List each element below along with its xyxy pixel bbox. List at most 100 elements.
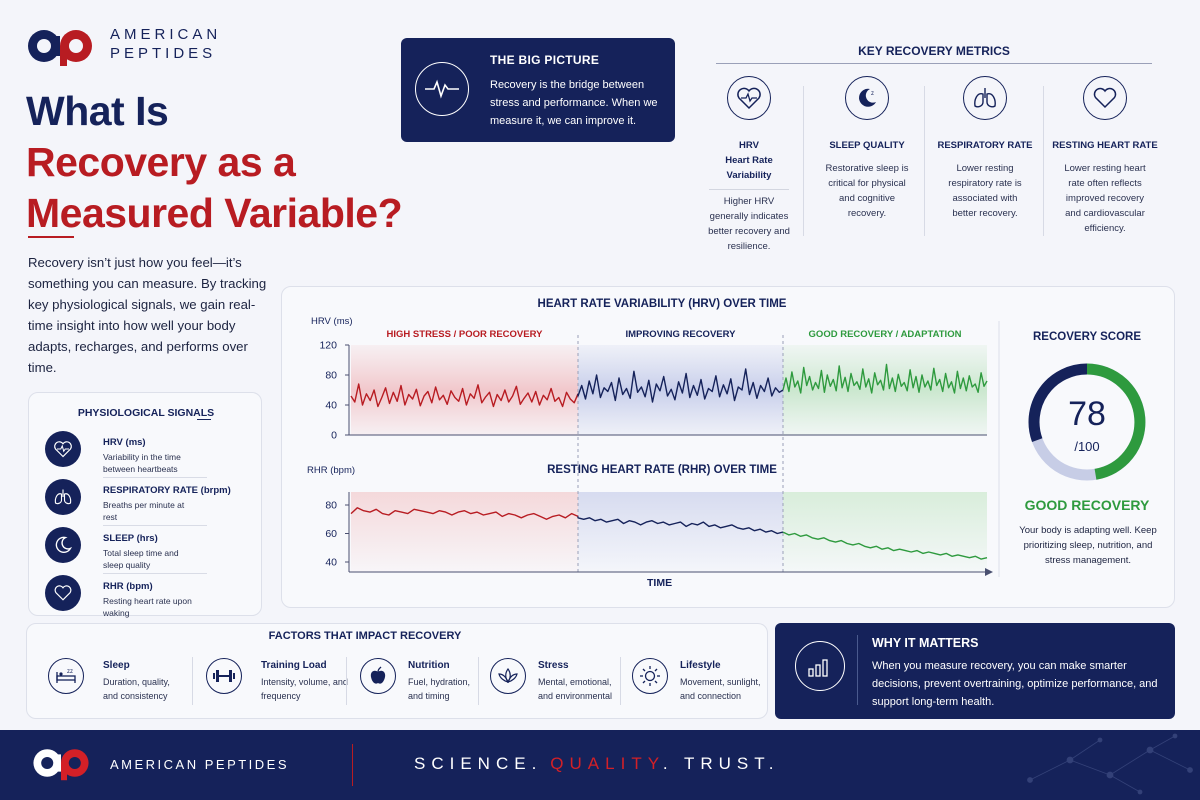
hrv-series-line: [350, 383, 579, 408]
signal-sleep-title: SLEEP (hrs): [103, 533, 158, 544]
factor-nutrition-desc: Fuel, hydration, and timing: [408, 677, 471, 701]
factor-lifestyle-title: Lifestyle: [680, 660, 721, 671]
brand-name-line2: PEPTIDES: [110, 45, 217, 62]
why-text: When you measure recovery, you can make …: [872, 660, 1158, 708]
signal-hrv-title: HRV (ms): [103, 437, 146, 448]
metric-rhr: RESTING HEART RATE Lower resting heart r…: [1046, 76, 1164, 236]
factor-nutrition: Nutrition Fuel, hydration, and timing: [360, 656, 480, 708]
rhr-ytick-label: 80: [325, 500, 337, 512]
rhr-series-line: [577, 516, 784, 535]
rhr-series-line: [782, 531, 988, 560]
heart-icon: [45, 575, 81, 611]
hrv-phase-improving: IMPROVING RECOVERY: [625, 329, 736, 340]
lungs-icon: [45, 479, 81, 515]
factor-lifestyle-desc: Movement, sunlight, and connection: [680, 677, 761, 701]
score-max: /100: [1074, 439, 1100, 454]
brand-logo: [24, 24, 96, 68]
moon-icon: [45, 527, 81, 563]
hrv-series-line: [577, 368, 784, 403]
signal-rhr: RHR (bpm) Resting heart rate upon waking: [45, 575, 255, 618]
hrv-phase-good: GOOD RECOVERY / ADAPTATION: [808, 329, 962, 340]
bed-icon: zz: [48, 658, 84, 694]
signal-respiratory: RESPIRATORY RATE (brpm) Breaths per minu…: [45, 479, 255, 523]
charts-svg: 0 40 80 120 40 60 80: [319, 321, 1146, 577]
metric-sleep-title: SLEEP QUALITY: [829, 140, 905, 151]
hrv-band-good: [783, 345, 987, 435]
factors-title: FACTORS THAT IMPACT RECOVERY: [268, 630, 462, 642]
signal-respiratory-title: RESPIRATORY RATE (brpm): [103, 485, 231, 496]
rhr-ytick-label: 40: [325, 557, 337, 569]
tagline-science: SCIENCE.: [414, 754, 543, 773]
time-xlabel: TIME: [647, 577, 673, 589]
footer-brand: AMERICAN PEPTIDES: [110, 757, 290, 772]
factor-stress-desc: Mental, emotional, and environmental: [538, 677, 613, 701]
factor-training-title: Training Load: [261, 660, 327, 671]
heartbeat-icon: [415, 62, 469, 116]
why-card: WHY IT MATTERS When you measure recovery…: [775, 623, 1175, 719]
heart-icon: [1083, 76, 1127, 120]
factor-sleep-desc: Duration, quality, and consistency: [103, 677, 170, 701]
rhr-ylabel: RHR (bpm): [307, 465, 356, 476]
metric-rhr-title: RESTING HEART RATE: [1052, 140, 1158, 151]
metric-hrv-title: HRV: [739, 140, 759, 151]
factor-training: Training Load Intensity, volume, and fre…: [206, 656, 348, 708]
metric-hrv: HRV Heart Rate Variability Higher HRV ge…: [690, 76, 808, 254]
score-status: GOOD RECOVERY: [1024, 497, 1150, 513]
hrv-phase-poor: HIGH STRESS / POOR RECOVERY: [386, 329, 543, 340]
hrv-series-line: [782, 363, 988, 394]
title-line3: Measured Variable?: [26, 190, 403, 236]
rhr-band-improving: [578, 492, 783, 572]
big-picture-text: Recovery is the bridge between stress an…: [490, 79, 658, 127]
factor-lifestyle: Lifestyle Movement, sunlight, and connec…: [632, 656, 762, 708]
score-value: 78: [1068, 395, 1106, 433]
footer-logo: [30, 743, 92, 783]
tagline-trust: . TRUST.: [662, 754, 780, 773]
rhr-band-good: [783, 492, 987, 572]
footer-network-graphic: [1027, 733, 1193, 795]
hrv-ylabel: HRV (ms): [311, 316, 353, 327]
chart-card: 0 40 80 120 40 60 80 HEART RATE VARIABILITY (…: [281, 286, 1175, 608]
heart-pulse-icon: [727, 76, 771, 120]
svg-text:z: z: [871, 91, 874, 97]
brand-name: AMERICAN PEPTIDES: [110, 25, 221, 63]
score-title: RECOVERY SCORE: [1033, 331, 1141, 343]
title-line1: What Is: [26, 88, 169, 134]
signal-hrv: HRV (ms) Variability in the time between…: [45, 431, 255, 475]
footer: AMERICAN PEPTIDES SCIENCE. QUALITY. TRUST…: [0, 730, 1200, 800]
signal-hrv-desc: Variability in the time between heartbea…: [103, 452, 181, 474]
metric-sleep: z SLEEP QUALITY Restorative sleep is cri…: [808, 76, 926, 221]
brand-name-line1: AMERICAN: [110, 26, 222, 43]
bar-chart-icon: [795, 641, 845, 691]
footer-tagline: SCIENCE. QUALITY. TRUST.: [414, 754, 780, 774]
rhr-ytick-label: 60: [325, 528, 337, 540]
heart-pulse-icon: [45, 431, 81, 467]
metric-respiratory-desc: Lower resting respiratory rate is associ…: [948, 163, 1022, 219]
score-gauge-green: [1086, 363, 1146, 480]
intro-text: Recovery isn’t just how you feel—it’s so…: [28, 255, 267, 375]
signal-rhr-title: RHR (bpm): [103, 581, 153, 592]
title-line2: Recovery as a: [26, 139, 296, 185]
title-underline: [28, 236, 74, 238]
metric-sleep-desc: Restorative sleep is critical for physic…: [825, 163, 909, 219]
score-gauge-navy: [1028, 363, 1088, 442]
rhr-chart-title: RESTING HEART RATE (RHR) OVER TIME: [547, 464, 777, 476]
moon-icon: z: [845, 76, 889, 120]
big-picture-title: THE BIG PICTURE: [490, 53, 600, 67]
factor-stress-title: Stress: [538, 660, 569, 671]
rhr-band-poor: [351, 492, 578, 572]
rhr-series-line: [350, 507, 579, 521]
big-picture-card: THE BIG PICTURE Recovery is the bridge b…: [401, 38, 675, 142]
signals-card: PHYSIOLOGICAL SIGNALS HRV (ms) Variabili…: [28, 392, 262, 618]
page-title: What Is Recovery as a Measured Variable?: [26, 86, 403, 239]
hrv-ytick-label: 120: [319, 340, 337, 352]
hrv-ytick-label: 80: [325, 370, 337, 382]
lotus-icon: [490, 658, 526, 694]
svg-text:zz: zz: [67, 669, 73, 675]
signal-respiratory-desc: Breaths per minute at rest: [103, 500, 185, 522]
hrv-ytick-label: 40: [325, 400, 337, 412]
metric-rhr-desc: Lower resting heart rate often reflects …: [1064, 163, 1146, 234]
hrv-band-poor: [351, 345, 578, 435]
sun-icon: [632, 658, 668, 694]
factor-stress: Stress Mental, emotional, and environmen…: [490, 656, 620, 708]
hrv-chart-title: HEART RATE VARIABILITY (HRV) OVER TIME: [537, 298, 787, 310]
